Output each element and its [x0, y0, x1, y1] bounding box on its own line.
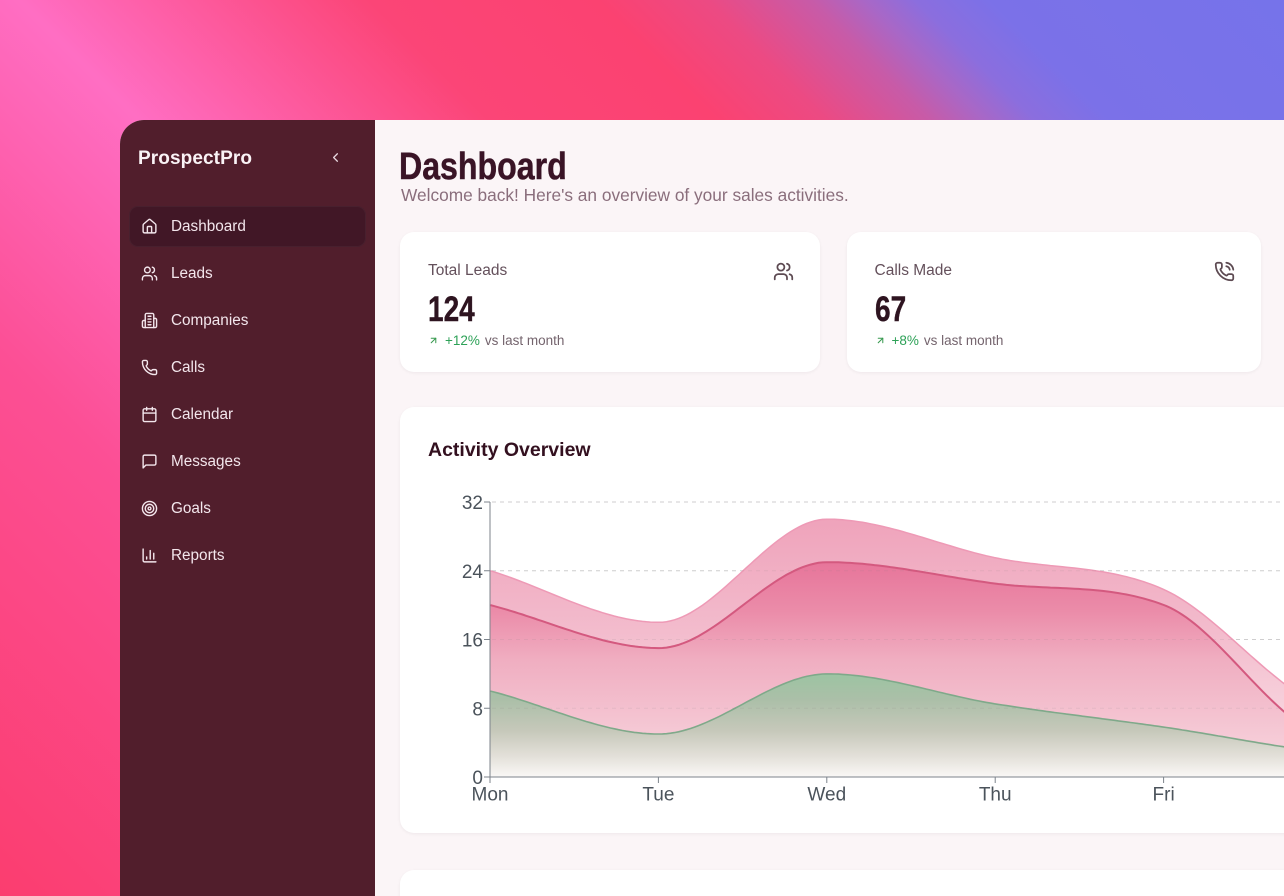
svg-text:Thu: Thu [979, 784, 1012, 805]
svg-text:32: 32 [462, 493, 483, 514]
svg-text:Mon: Mon [472, 784, 509, 805]
svg-text:8: 8 [472, 699, 483, 720]
svg-text:Wed: Wed [807, 784, 846, 805]
svg-text:0: 0 [472, 768, 483, 789]
svg-text:16: 16 [462, 631, 483, 652]
svg-text:Tue: Tue [642, 784, 674, 805]
svg-text:Fri: Fri [1153, 784, 1175, 805]
svg-text:24: 24 [462, 562, 484, 583]
